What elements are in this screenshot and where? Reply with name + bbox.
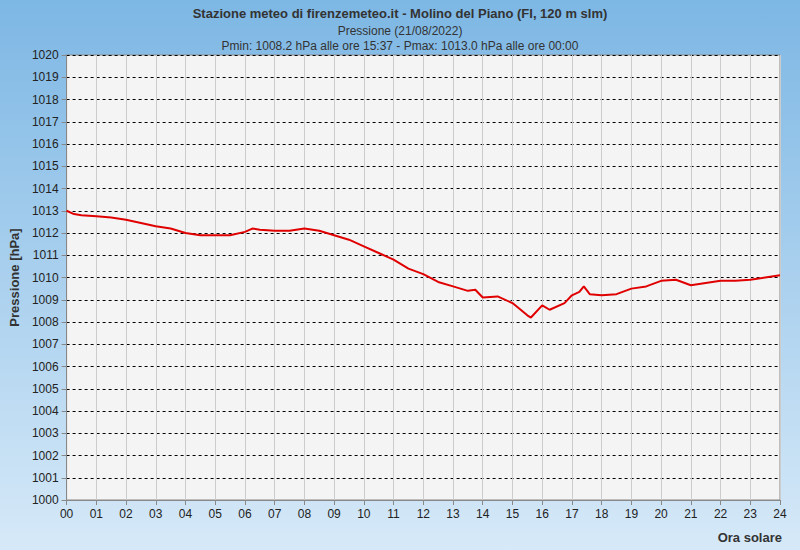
svg-text:06: 06 [238,507,252,521]
svg-text:1017: 1017 [32,115,59,129]
svg-text:1012: 1012 [32,226,59,240]
svg-text:10: 10 [357,507,371,521]
svg-text:01: 01 [90,507,104,521]
svg-text:1004: 1004 [32,404,59,418]
svg-text:16: 16 [536,507,550,521]
svg-text:1008: 1008 [32,315,59,329]
svg-text:1001: 1001 [32,471,59,485]
svg-text:12: 12 [417,507,431,521]
svg-text:1006: 1006 [32,360,59,374]
svg-text:20: 20 [654,507,668,521]
svg-text:1018: 1018 [32,93,59,107]
svg-text:05: 05 [209,507,223,521]
svg-text:Pressione (21/08/2022): Pressione (21/08/2022) [338,24,463,38]
svg-text:1000: 1000 [32,493,59,507]
svg-text:07: 07 [268,507,282,521]
svg-text:1003: 1003 [32,426,59,440]
svg-text:1011: 1011 [33,248,59,262]
svg-text:1002: 1002 [32,449,59,463]
svg-text:Ora solare: Ora solare [718,530,782,545]
svg-text:22: 22 [714,507,728,521]
svg-text:08: 08 [298,507,312,521]
svg-text:1015: 1015 [32,159,59,173]
svg-text:17: 17 [565,507,579,521]
svg-text:1014: 1014 [32,182,59,196]
svg-text:02: 02 [119,507,133,521]
svg-text:14: 14 [476,507,490,521]
svg-text:15: 15 [506,507,520,521]
svg-text:Stazione meteo di firenzemeteo: Stazione meteo di firenzemeteo.it - Moli… [193,6,608,21]
svg-text:1020: 1020 [32,48,59,62]
svg-text:03: 03 [149,507,163,521]
svg-text:21: 21 [684,507,698,521]
svg-text:1019: 1019 [32,70,59,84]
svg-text:1007: 1007 [32,337,59,351]
svg-text:18: 18 [595,507,609,521]
svg-text:1005: 1005 [32,382,59,396]
svg-text:00: 00 [60,507,74,521]
svg-text:1016: 1016 [32,137,59,151]
svg-text:11: 11 [387,507,400,521]
svg-text:23: 23 [744,507,758,521]
svg-text:1013: 1013 [32,204,59,218]
svg-text:1009: 1009 [32,293,59,307]
svg-text:09: 09 [327,507,341,521]
svg-text:19: 19 [625,507,639,521]
svg-text:13: 13 [446,507,460,521]
svg-text:Pmin: 1008.2 hPa alle ore 15:3: Pmin: 1008.2 hPa alle ore 15:37 - Pmax: … [222,39,579,53]
svg-text:Pressione [hPa]: Pressione [hPa] [7,228,22,326]
svg-text:04: 04 [179,507,193,521]
svg-text:24: 24 [773,507,787,521]
svg-text:1010: 1010 [32,271,59,285]
